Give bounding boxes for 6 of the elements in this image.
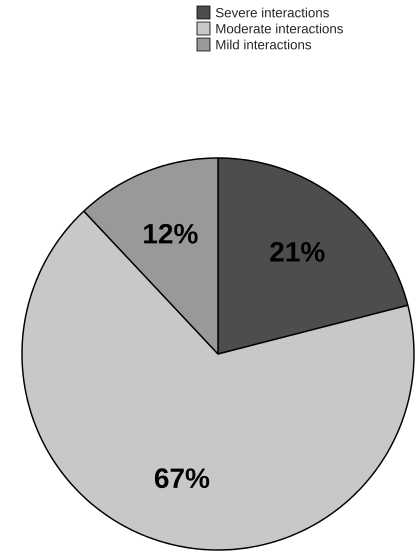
- legend-label: Moderate interactions: [216, 24, 343, 34]
- legend-label: Severe interactions: [216, 8, 329, 18]
- data-label: 21%: [270, 242, 325, 262]
- data-label: 12%: [144, 224, 198, 244]
- data-label: 67%: [154, 468, 210, 488]
- legend-label: Mild interactions: [216, 40, 312, 50]
